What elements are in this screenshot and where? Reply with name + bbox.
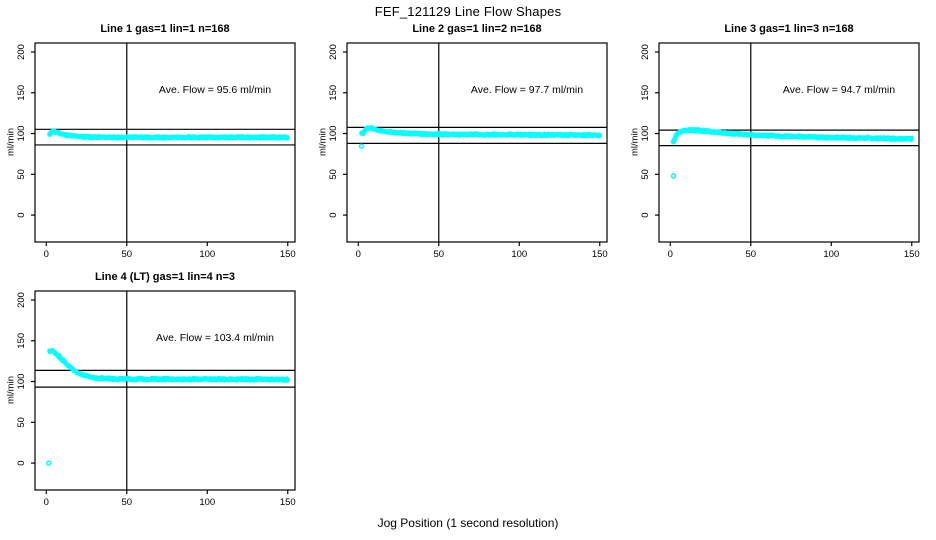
ave-flow-annotation: Ave. Flow = 97.7 ml/min	[470, 84, 584, 96]
y-axis-label: ml/min	[5, 128, 17, 156]
y-tick-label: 150	[328, 85, 339, 101]
y-tick-label: 200	[16, 292, 27, 308]
subplot-line-1: 0 50 100 150 0 50 100 150 200 Line 1 gas=1 lin=1…	[0, 20, 312, 268]
y-tick-label: 0	[328, 212, 339, 217]
ave-flow-annotation: Ave. Flow = 103.4 ml/min	[156, 332, 274, 344]
outlier-point	[670, 173, 677, 179]
ave-flow-annotation: Ave. Flow = 94.7 ml/min	[782, 84, 896, 96]
y-tick-label: 50	[16, 417, 27, 428]
subplot-line-2: 0 50 100 150 0 50 100 150 200 Line 2 gas=1 lin=2…	[312, 20, 624, 268]
plot-canvas-line-3: 0 50 100 150 0 50 100 150 200	[640, 42, 920, 260]
x-tick-label: 0	[668, 249, 673, 260]
x-tick-label: 100	[199, 249, 215, 260]
y-tick-label: 150	[16, 333, 27, 349]
x-axis-label: Jog Position (1 second resolution)	[377, 516, 559, 530]
y-tick-label: 100	[16, 126, 27, 142]
outlier-point	[358, 143, 365, 149]
y-tick-label: 150	[640, 85, 651, 101]
outlier-point	[45, 460, 52, 466]
y-tick-label: 200	[328, 44, 339, 60]
y-tick-label: 50	[640, 169, 651, 180]
plot-canvas-line-4: 0 50 100 150 0 50 100 150 200	[16, 290, 296, 508]
plot-title: Line 1 gas=1 lin=1 n=168	[100, 23, 230, 35]
y-tick-label: 100	[640, 126, 651, 142]
plot-box	[658, 42, 920, 243]
main-title: FEF_121129 Line Flow Shapes	[374, 4, 562, 19]
data-point-band	[359, 125, 603, 139]
x-tick-label: 150	[280, 497, 296, 508]
y-tick-label: 150	[16, 85, 27, 101]
x-tick-label: 0	[44, 497, 49, 508]
data-point	[909, 135, 915, 141]
data-point-band	[47, 128, 291, 141]
y-tick-label: 0	[16, 460, 27, 465]
y-axis-label: ml/min	[5, 376, 17, 404]
x-tick-label: 0	[356, 249, 361, 260]
data-point-band	[671, 127, 915, 144]
plot-canvas-line-1: 0 50 100 150 0 50 100 150 200	[16, 42, 296, 260]
outlier-point	[670, 138, 677, 145]
ave-flow-annotation: Ave. Flow = 95.6 ml/min	[158, 84, 272, 96]
y-tick-label: 200	[16, 44, 27, 60]
x-tick-label: 150	[904, 249, 920, 260]
y-tick-label: 0	[16, 212, 27, 217]
y-tick-label: 50	[328, 169, 339, 180]
x-tick-label: 150	[280, 249, 296, 260]
plot-title: Line 2 gas=1 lin=2 n=168	[412, 23, 542, 35]
x-tick-label: 100	[199, 497, 215, 508]
x-tick-label: 50	[121, 497, 132, 508]
x-tick-label: 50	[121, 249, 132, 260]
subplot-line-4: 0 50 100 150 0 50 100 150 200 Line 4 (LT) gas=1 …	[0, 268, 312, 516]
y-tick-label: 200	[640, 44, 651, 60]
x-tick-label: 50	[433, 249, 444, 260]
subplot-line-3: 0 50 100 150 0 50 100 150 200 Line 3 gas=1 lin=3…	[624, 20, 936, 268]
data-point	[285, 135, 291, 141]
data-point	[597, 132, 603, 138]
plot-canvas-line-2: 0 50 100 150 0 50 100 150 200	[328, 42, 608, 260]
plot-box	[34, 290, 296, 491]
data-point	[285, 377, 291, 383]
x-tick-label: 100	[823, 249, 839, 260]
plot-box	[34, 42, 296, 243]
x-tick-label: 150	[592, 249, 608, 260]
plot-title: Line 4 (LT) gas=1 lin=4 n=3	[94, 271, 236, 283]
x-tick-label: 100	[511, 249, 527, 260]
x-tick-label: 50	[745, 249, 756, 260]
plot-box	[346, 42, 608, 243]
y-tick-label: 100	[16, 374, 27, 390]
y-axis-label: ml/min	[629, 128, 641, 156]
y-tick-label: 50	[16, 169, 27, 180]
y-axis-label: ml/min	[317, 128, 329, 156]
data-point-band	[47, 348, 291, 383]
plot-title: Line 3 gas=1 lin=3 n=168	[724, 23, 854, 35]
x-tick-label: 0	[44, 249, 49, 260]
y-tick-label: 0	[640, 212, 651, 217]
y-tick-label: 100	[328, 126, 339, 142]
